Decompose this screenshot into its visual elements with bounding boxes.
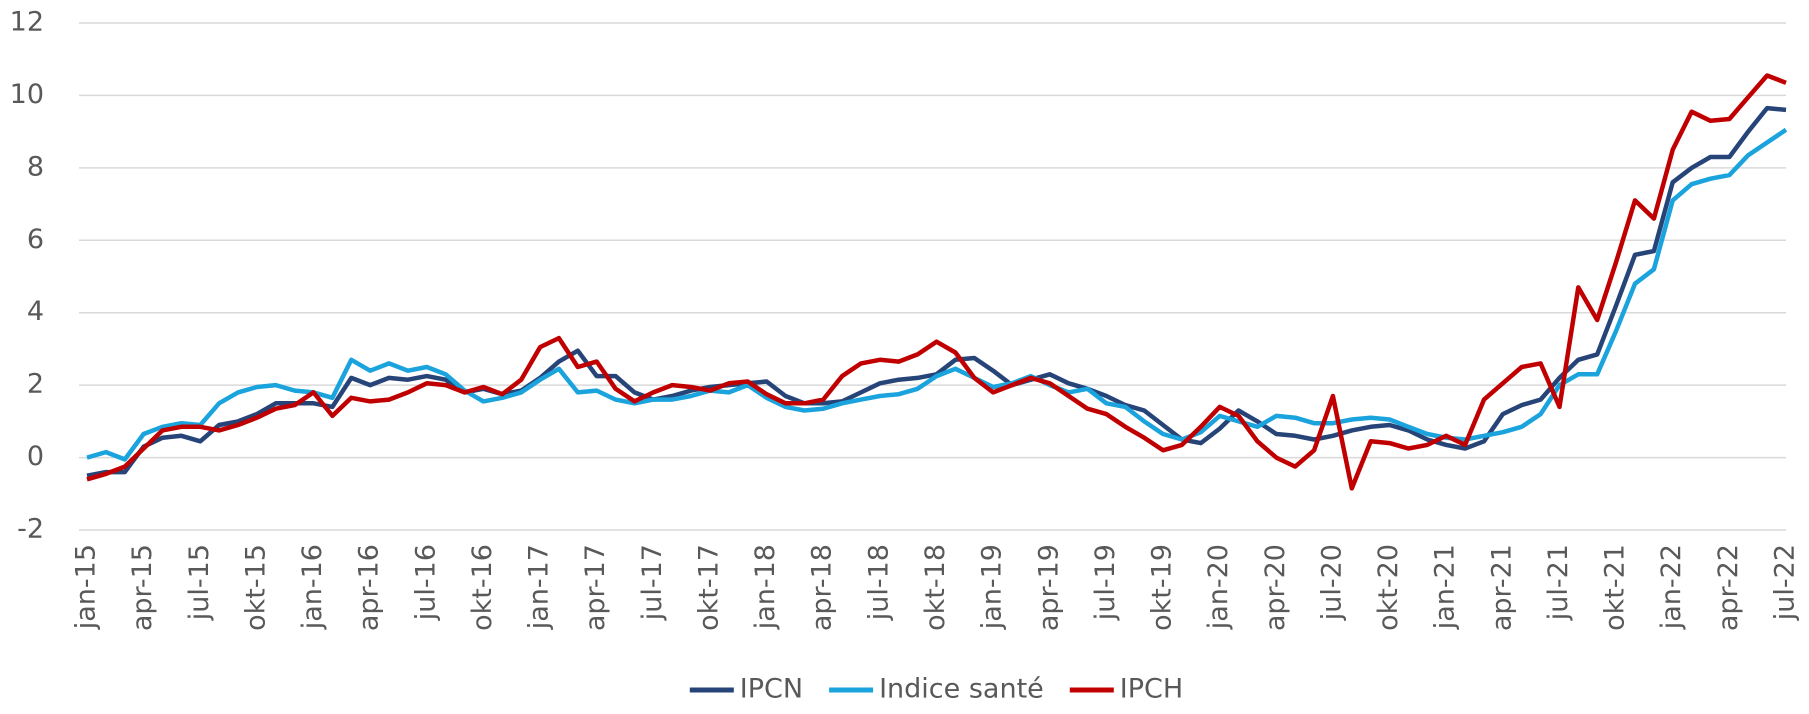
x-tick-label: okt-18 bbox=[920, 544, 951, 631]
x-tick-label: jan-21 bbox=[1430, 544, 1461, 630]
y-tick-label: 2 bbox=[27, 369, 44, 400]
x-tick-label: jan-18 bbox=[750, 544, 781, 630]
x-tick-label: jan-15 bbox=[71, 544, 102, 630]
x-tick-label: jan-19 bbox=[977, 544, 1008, 630]
x-tick-label: jan-16 bbox=[297, 544, 328, 630]
x-tick-label: okt-20 bbox=[1373, 544, 1404, 631]
x-tick-label: okt-17 bbox=[693, 544, 724, 631]
x-tick-label: jul-19 bbox=[1090, 544, 1121, 621]
series-line bbox=[86, 73, 1787, 491]
x-tick-label: okt-16 bbox=[467, 544, 498, 631]
x-tick-label: jul-15 bbox=[184, 544, 215, 621]
x-tick-label: jul-16 bbox=[410, 544, 441, 621]
legend-label: IPCH bbox=[1120, 674, 1183, 705]
x-tick-label: jul-18 bbox=[863, 544, 894, 621]
y-tick-label: -2 bbox=[17, 514, 44, 545]
x-tick-label: apr-16 bbox=[354, 544, 385, 631]
x-tick-label: jul-22 bbox=[1770, 544, 1801, 621]
legend-label: IPCN bbox=[740, 674, 803, 705]
x-tick-label: apr-15 bbox=[127, 544, 158, 631]
series-line bbox=[86, 127, 1788, 462]
y-tick-label: 12 bbox=[10, 7, 44, 38]
x-tick-label: jan-17 bbox=[524, 544, 555, 630]
x-tick-label: apr-17 bbox=[580, 544, 611, 631]
x-tick-label: jul-17 bbox=[637, 544, 668, 621]
x-tick-label: okt-19 bbox=[1147, 544, 1178, 631]
y-tick-label: 0 bbox=[27, 441, 44, 472]
y-tick-label: 8 bbox=[27, 151, 44, 182]
y-tick-label: 10 bbox=[10, 79, 44, 110]
x-tick-label: okt-21 bbox=[1600, 544, 1631, 631]
legend-label: Indice santé bbox=[879, 674, 1044, 705]
x-tick-label: jul-21 bbox=[1543, 544, 1574, 621]
x-tick-label: jan-22 bbox=[1656, 544, 1687, 630]
y-tick-label: 4 bbox=[27, 296, 44, 327]
x-tick-label: jan-20 bbox=[1203, 544, 1234, 630]
x-tick-label: apr-20 bbox=[1260, 544, 1291, 631]
y-tick-label: 6 bbox=[27, 224, 44, 255]
x-tick-label: apr-19 bbox=[1033, 544, 1064, 631]
legend: IPCN Indice santé IPCH bbox=[689, 674, 1183, 705]
x-tick-label: apr-18 bbox=[807, 544, 838, 631]
x-tick-label: okt-15 bbox=[240, 544, 271, 631]
x-tick-label: jul-20 bbox=[1316, 544, 1347, 621]
x-tick-label: apr-21 bbox=[1486, 544, 1517, 631]
x-tick-label: apr-22 bbox=[1713, 544, 1744, 631]
